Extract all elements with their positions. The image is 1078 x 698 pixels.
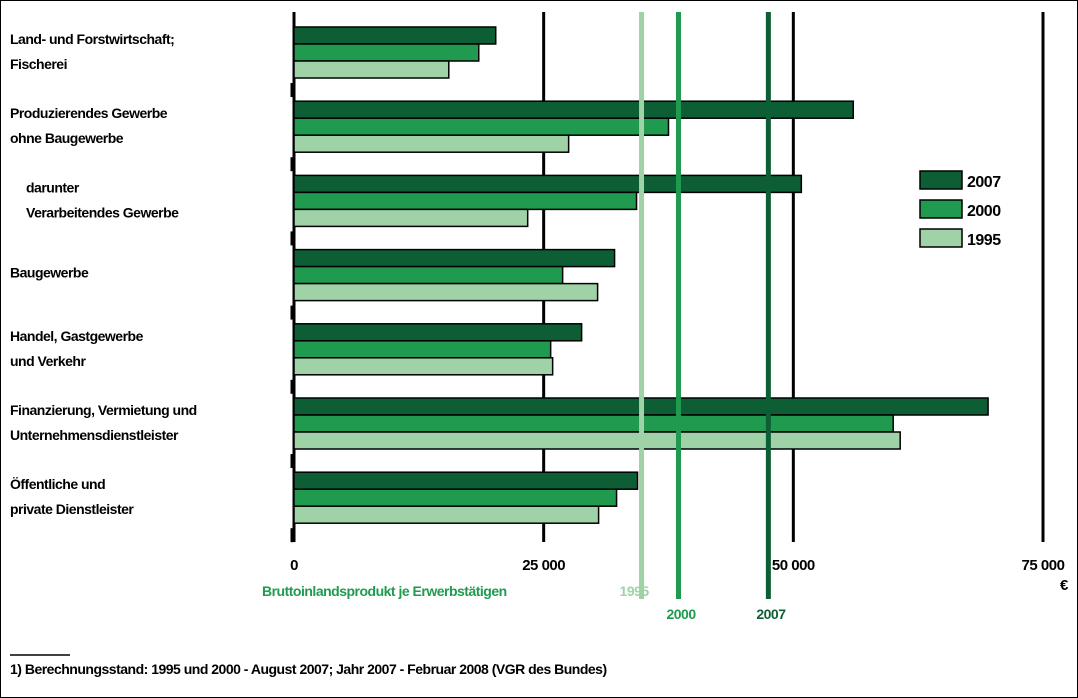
bar-2007-2 (293, 174, 803, 194)
reference-title: Bruttoinlandsprodukt je Erwerbstätigen (262, 583, 507, 599)
reference-label-1995: 1995 (620, 583, 650, 599)
legend-label-1995: 1995 (967, 232, 1001, 249)
x-tick-label-2: 50 000 (772, 557, 815, 574)
category-label-2-line-0: darunter (26, 179, 80, 195)
bar-2007-6 (293, 471, 639, 490)
legend-swatch-1995 (919, 228, 963, 248)
category-label-4-line-1: und Verkehr (10, 353, 86, 369)
category-label-6-line-1: private Dienstleister (10, 501, 134, 517)
category-label-0-line-0: Land- und Forstwirtschaft; (10, 31, 174, 47)
bar-1995-1 (293, 134, 570, 153)
bar-2000-6 (293, 488, 618, 507)
bar-1995-2 (293, 208, 529, 228)
bar-2000-0 (293, 43, 480, 62)
bar-2000-2 (293, 191, 638, 211)
legend-label-2007: 2007 (967, 174, 1001, 191)
category-label-1-line-0: Produzierendes Gewerbe (10, 105, 168, 121)
bar-1995-5 (293, 431, 901, 450)
category-label-2-line-1: Verarbeitendes Gewerbe (26, 204, 179, 220)
bar-2000-1 (293, 117, 670, 136)
category-label-4-line-0: Handel, Gastgewerbe (10, 328, 144, 344)
category-label-5-line-0: Finanzierung, Vermietung und (10, 402, 197, 418)
category-label-1-line-1: ohne Baugewerbe (10, 130, 124, 146)
category-label-6-line-0: Öffentliche und (10, 476, 105, 492)
bar-2000-5 (293, 414, 894, 433)
bar-2000-3 (293, 265, 564, 285)
category-label-0-line-1: Fischerei (10, 56, 67, 72)
bar-1995-0 (293, 60, 450, 79)
bar-2007-3 (293, 248, 616, 268)
x-tick-label-3: 75 000 (1022, 557, 1065, 574)
x-axis-unit: € (1060, 577, 1069, 594)
bar-1995-3 (293, 282, 599, 302)
legend-swatch-2007 (919, 170, 963, 190)
reference-label-2000: 2000 (666, 606, 696, 622)
x-tick-label-1: 25 000 (522, 557, 565, 574)
footnote-text: 1) Berechnungsstand: 1995 und 2000 - Aug… (10, 661, 607, 677)
category-label-3-line-0: Baugewerbe (10, 265, 89, 281)
category-label-5-line-1: Unternehmensdienstleister (10, 427, 179, 443)
x-tick-label-0: 0 (290, 557, 298, 574)
bar-1995-6 (293, 505, 600, 524)
bar-2000-4 (293, 340, 552, 359)
legend-label-2000: 2000 (967, 203, 1001, 220)
bar-2007-4 (293, 323, 583, 342)
bar-2007-0 (293, 26, 497, 45)
legend-swatch-2000 (919, 199, 963, 219)
reference-label-2007: 2007 (756, 606, 786, 622)
bar-1995-4 (293, 357, 554, 376)
